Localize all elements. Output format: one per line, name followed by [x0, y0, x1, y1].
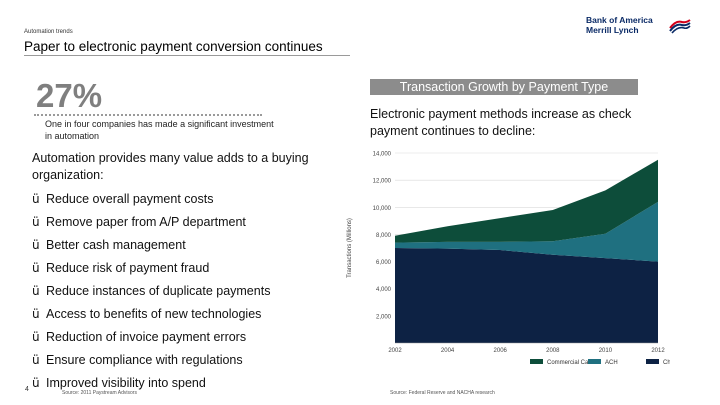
page-number: 4: [25, 386, 29, 393]
flagscape-icon: [669, 19, 691, 34]
benefit-text: Improved visibility into spend: [46, 376, 206, 390]
title-divider: [24, 55, 350, 56]
benefit-text: Reduce instances of duplicate payments: [46, 284, 271, 298]
bank-logo: Bank of America Merrill Lynch: [586, 15, 696, 42]
logo-line-1: Bank of America: [586, 15, 653, 25]
legend-label-check: Check: [663, 360, 670, 366]
check-icon: ü: [32, 192, 40, 206]
y-tick-label: 2,000: [376, 314, 392, 320]
section-kicker: Automation trends: [24, 29, 73, 35]
logo-line-2: Merrill Lynch: [586, 24, 639, 35]
y-tick-label: 10,000: [373, 206, 392, 212]
benefit-text: Ensure compliance with regulations: [46, 353, 243, 367]
benefit-text: Reduce overall payment costs: [46, 192, 214, 206]
benefit-list: ü Reduce overall payment costs ü Remove pap…: [32, 188, 270, 395]
x-tick-label: 2008: [546, 348, 560, 354]
check-icon: ü: [32, 284, 40, 298]
benefit-item: ü Ensure compliance with regulations: [32, 349, 270, 372]
page-title: Paper to electronic payment conversion c…: [24, 39, 323, 54]
x-tick-label: 2012: [651, 348, 665, 354]
transaction-growth-chart: 2,000 4,000 6,000 8,000 10,000 12,000 14,000 Tr…: [347, 152, 670, 367]
y-tick-label: 14,000: [373, 152, 392, 158]
benefit-text: Access to benefits of new technologies: [46, 307, 262, 321]
benefit-item: ü Access to benefits of new technologies: [32, 303, 270, 326]
source-left: Source: 2011 Paystream Advisors: [62, 390, 137, 396]
benefit-item: ü Reduce risk of payment fraud: [32, 257, 270, 280]
x-tick-label: 2004: [441, 348, 455, 354]
check-icon: ü: [32, 215, 40, 229]
logo-wordmark: Bank of America Merrill Lynch: [586, 15, 653, 35]
benefit-item: ü Reduce overall payment costs: [32, 188, 270, 211]
benefit-item: ü Remove paper from A/P department: [32, 211, 270, 234]
benefit-item: ü Reduce instances of duplicate payments: [32, 280, 270, 303]
legend-swatch-ach: [588, 359, 601, 364]
y-tick-label: 6,000: [376, 260, 392, 266]
x-tick-label: 2006: [494, 348, 508, 354]
x-tick-label: 2002: [388, 348, 402, 354]
y-tick-label: 4,000: [376, 287, 392, 293]
legend-swatch-check: [646, 359, 659, 364]
benefit-item: ü Improved visibility into spend: [32, 372, 270, 395]
benefit-item: ü Reduction of invoice payment errors: [32, 326, 270, 349]
y-axis-label: Transactions (Millions): [347, 218, 353, 278]
source-right: Source: Federal Reserve and NACHA resear…: [390, 390, 495, 396]
x-tick-label: 2010: [599, 348, 613, 354]
check-icon: ü: [32, 353, 40, 367]
area-commercial-cards: [395, 159, 658, 243]
check-icon: ü: [32, 238, 40, 252]
y-tick-label: 8,000: [376, 233, 392, 239]
intro-text: Automation provides many value adds to a…: [32, 151, 309, 182]
legend-label-commercial-cards: Commercial Cards: [547, 360, 597, 366]
stat-value: 27%: [36, 77, 103, 114]
chart-description: Electronic payment methods increase as c…: [370, 107, 632, 138]
y-tick-label: 12,000: [373, 179, 392, 185]
benefit-item: ü Better cash management: [32, 234, 270, 257]
legend-label-ach: ACH: [605, 360, 618, 366]
area-check: [395, 248, 658, 343]
stat-divider: [34, 114, 262, 116]
legend-swatch-commercial-cards: [530, 359, 543, 364]
check-icon: ü: [32, 330, 40, 344]
check-icon: ü: [32, 261, 40, 275]
check-icon: ü: [32, 376, 40, 390]
benefit-text: Remove paper from A/P department: [46, 215, 246, 229]
stat-note: One in four companies has made a signifi…: [45, 119, 274, 141]
benefit-text: Better cash management: [46, 238, 186, 252]
benefit-text: Reduce risk of payment fraud: [46, 261, 210, 275]
check-icon: ü: [32, 307, 40, 321]
benefit-text: Reduction of invoice payment errors: [46, 330, 247, 344]
chart-header: Transaction Growth by Payment Type: [370, 79, 638, 95]
area-ach: [395, 201, 658, 262]
